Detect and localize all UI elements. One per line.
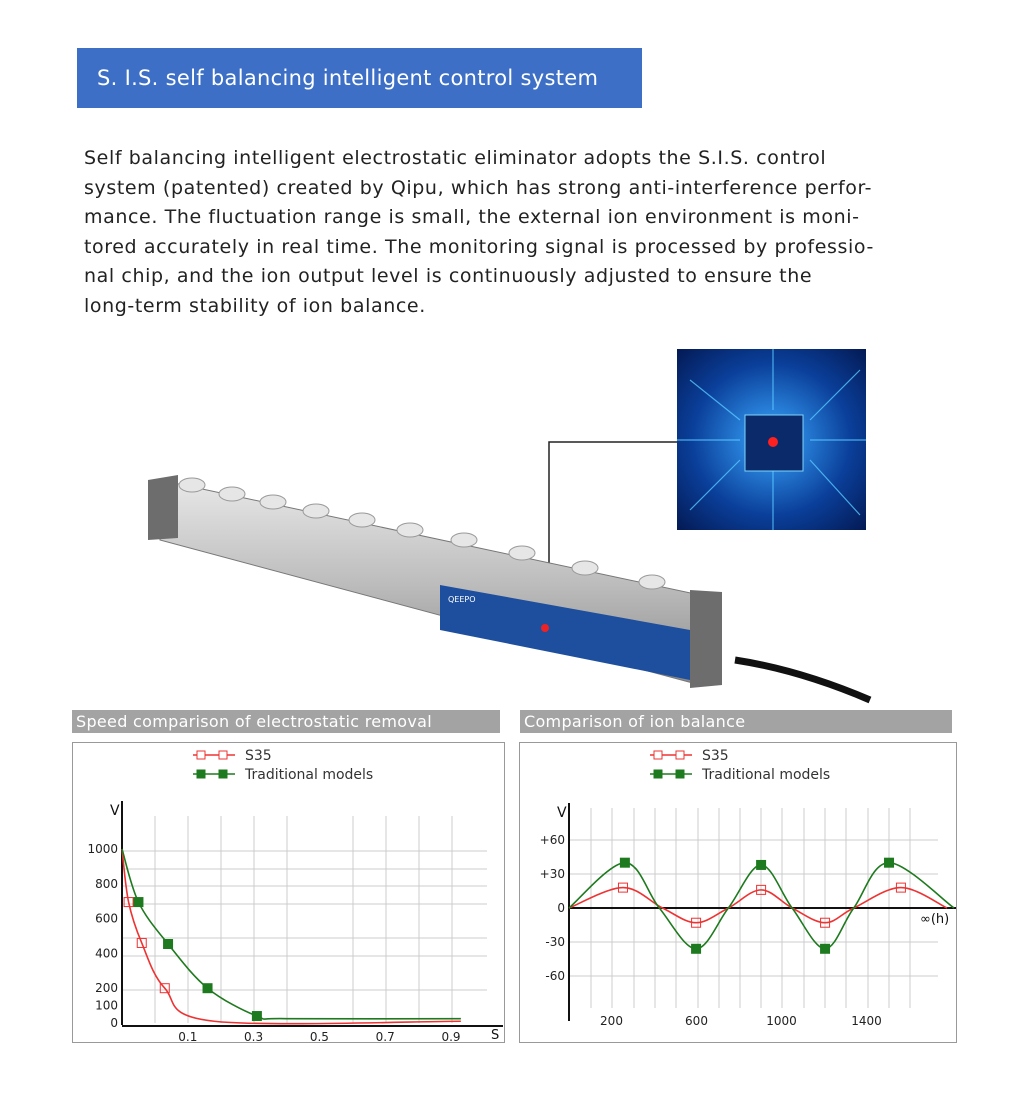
legend-marker (653, 750, 663, 760)
description-line: tored accurately in real time. The monit… (84, 235, 874, 258)
x-tick-label: 0.9 (441, 1030, 460, 1042)
y-tick-label: 400 (95, 946, 118, 960)
section-header: S. I.S. self balancing intelligent contr… (77, 48, 642, 108)
legend-marker (196, 769, 206, 779)
x-tick-label: 1000 (766, 1014, 797, 1028)
data-point (691, 917, 702, 928)
legend-label: Traditional models (701, 767, 830, 783)
chart-balance: V ∞(h) 200 600 1000 1400 +60 +30 0 -30 -60 S35 Tradi… (519, 742, 957, 1043)
description-line: system (patented) created by Qipu, which… (84, 176, 873, 199)
series-line (568, 861, 955, 950)
data-point (617, 882, 628, 893)
series-line (121, 848, 461, 1025)
legend-marker (675, 769, 685, 779)
data-point (820, 917, 831, 928)
data-point (619, 857, 630, 868)
legend-label: Traditional models (244, 767, 373, 783)
x-tick-label: 0.3 (244, 1030, 263, 1042)
brand-label: QEEPO (448, 595, 476, 604)
data-point (202, 983, 213, 994)
description-line: mance. The fluctuation range is small, t… (84, 206, 860, 229)
y-tick-label: 0 (110, 1016, 118, 1030)
ionizer-bar: QEEPO (148, 475, 872, 704)
data-point (820, 943, 831, 954)
description-line: long-term stability of ion balance. (84, 294, 426, 317)
y-tick-label: 1000 (87, 842, 118, 856)
description-line: Self balancing intelligent electrostatic… (84, 147, 827, 169)
x-tick-label: 1400 (851, 1014, 882, 1028)
x-tick-label: 600 (685, 1014, 708, 1028)
y-tick-label: 600 (95, 912, 118, 926)
series-line (121, 848, 461, 1020)
legend-label: S35 (702, 748, 729, 764)
data-point (756, 859, 767, 870)
data-point (251, 1011, 262, 1022)
data-point (163, 939, 174, 950)
x-tick-label: 200 (600, 1014, 623, 1028)
y-tick-label: 200 (95, 981, 118, 995)
x-tick-label: 0.5 (310, 1030, 329, 1042)
legend-marker (218, 750, 228, 760)
series-line (568, 886, 948, 924)
y-axis-label: V (557, 805, 567, 821)
y-tick-label: -60 (545, 969, 565, 983)
x-tick-label: 0.7 (376, 1030, 395, 1042)
legend-marker (653, 769, 663, 779)
y-tick-label: 0 (557, 901, 565, 915)
product-image: QEEPO (148, 349, 872, 704)
data-point (136, 937, 147, 948)
x-axis-label: ∞(h) (920, 912, 949, 927)
legend-marker (218, 769, 228, 779)
legend-label: S35 (245, 748, 272, 764)
legend-marker (196, 750, 206, 760)
chip-image (677, 349, 866, 530)
y-tick-label: +60 (540, 833, 565, 847)
y-tick-label: 100 (95, 999, 118, 1013)
data-point (691, 943, 702, 954)
data-point (123, 897, 134, 908)
chart-speed: V S 0.1 0.3 0.5 0.7 0.9 0 100 200 400 600 800 1000 S35… (72, 742, 505, 1044)
data-point (756, 884, 767, 895)
description: Self balancing intelligent electrostatic… (84, 144, 874, 322)
y-axis-label: V (110, 803, 120, 819)
chart-title-speed: Speed comparison of electrostatic remova… (72, 710, 500, 733)
y-tick-label: 800 (95, 877, 118, 891)
y-tick-label: -30 (545, 935, 565, 949)
data-point (895, 882, 906, 893)
description-line: nal chip, and the ion output level is co… (84, 265, 813, 288)
x-axis-label: S (491, 1028, 499, 1042)
data-point (884, 857, 895, 868)
y-tick-label: +30 (540, 867, 565, 881)
legend-marker (675, 750, 685, 760)
chart-title-balance: Comparison of ion balance (520, 710, 952, 733)
data-point (133, 897, 144, 908)
data-point (159, 983, 170, 994)
x-tick-label: 0.1 (178, 1030, 197, 1042)
